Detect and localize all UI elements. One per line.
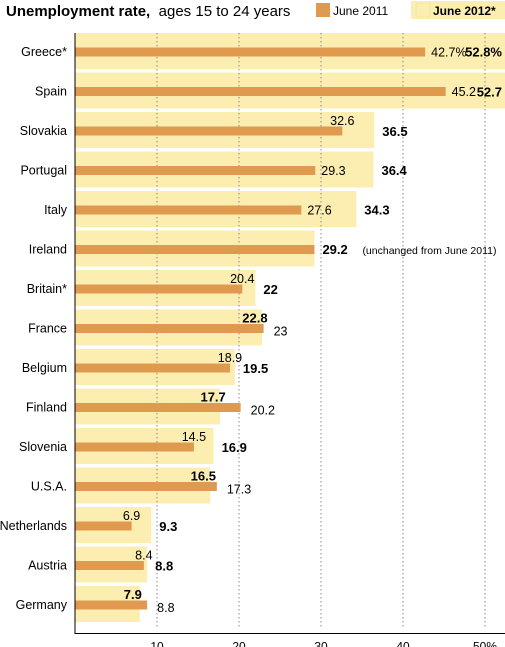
value-label-2011: 27.6 [307,204,331,218]
bar-2011 [75,324,264,333]
value-label-2012: 7.9 [124,587,142,602]
category-label: Italy [44,203,68,217]
category-label: Greece* [21,45,67,59]
category-label: Portugal [20,164,67,178]
bar-2011 [75,166,316,175]
x-axis: 10 20 30 40 50% [74,33,505,647]
bar-2011 [75,442,194,452]
chart-legend: June 2011 June 2012* [316,1,505,19]
category-label: Spain [35,85,67,99]
value-label-2011: 14.5 [182,430,206,444]
category-label: Britain* [27,282,67,296]
bar-2011 [75,47,426,57]
legend-swatch-2012-marker [415,2,431,18]
value-label-2011: 6.9 [123,509,140,523]
value-label-2012: 52.7 [477,85,502,100]
bar-2011 [75,245,315,254]
value-label-2011: 20.4 [230,272,254,286]
category-label: Slovenia [19,440,67,454]
value-label-2012: 16.5 [191,469,216,484]
value-label-2011: 20.2 [251,404,275,418]
legend-swatch-2012 [411,1,505,19]
bar-2011 [75,403,241,412]
chart-title-line: Unemployment rate, ages 15 to 24 years [6,3,290,20]
category-label: Slovakia [20,124,67,138]
annotation-note: (unchanged from June 2011) [362,245,496,257]
value-label-2012: 19.5 [243,361,268,376]
value-label-2012: 17.7 [200,390,225,405]
legend-label-2011: June 2011 [333,4,388,18]
value-label-2012: 8.8 [155,559,173,574]
value-label-2011: 17.3 [227,483,251,497]
legend-label-2012: June 2012* [433,4,496,18]
bar-2011 [75,600,148,610]
category-label: Germany [16,598,68,612]
x-tick-label: 50% [473,640,497,647]
bar-2011 [75,205,302,215]
category-label: Belgium [22,361,67,375]
chart-title: Unemployment rate, [6,3,150,20]
value-label-2011: 8.8 [157,601,174,615]
bar-2011 [75,363,230,373]
bar-2011 [75,126,343,136]
value-label-2012: 9.3 [159,519,177,534]
x-tick-label: 30 [314,640,328,647]
chart-subtitle: ages 15 to 24 years [159,3,291,20]
bar-2011 [75,87,446,96]
x-tick-label: 40 [396,640,410,647]
value-label-2012: 36.4 [381,163,407,178]
value-label-2011: 42.7% [431,46,466,60]
category-label: Netherlands [0,519,67,533]
value-label-2011: 45.2 [452,85,476,99]
data-labels: 42.7%52.8% 45.2 52.7 32.6 36.5 29.3 36.4 27.6 34… [123,45,503,616]
category-label: Ireland [29,243,67,257]
category-label: France [28,322,67,336]
value-label-2011: 29.3 [321,164,345,178]
value-label-2012: 52.8% [465,45,502,60]
bar-2011 [75,561,144,570]
category-label: Finland [26,401,67,415]
bar-2011 [75,482,217,491]
value-label-2012: 22 [263,282,277,297]
value-label-2011: 18.9 [218,351,242,365]
value-label-2012: 36.5 [382,124,407,139]
x-tick-label: 20 [232,640,246,647]
category-labels: Greece* Spain Slovakia Portugal Italy Ireland… [0,45,68,612]
value-label-2012: 22.8 [242,311,267,326]
category-label: U.S.A. [31,480,67,494]
value-label-2011: 23 [274,325,288,339]
value-label-2011: 32.6 [330,114,354,128]
bar-2011 [75,284,243,294]
value-label-2012: 34.3 [364,203,389,218]
x-tick-label: 10 [150,640,164,647]
value-label-2012: 16.9 [222,440,247,455]
bar-2011 [75,521,132,531]
category-label: Austria [28,559,67,573]
legend-swatch-2011 [316,3,330,17]
series-2011-bars [75,47,446,610]
value-label-2012: 29.2 [322,242,347,257]
value-label-2011: 8.4 [135,549,152,563]
